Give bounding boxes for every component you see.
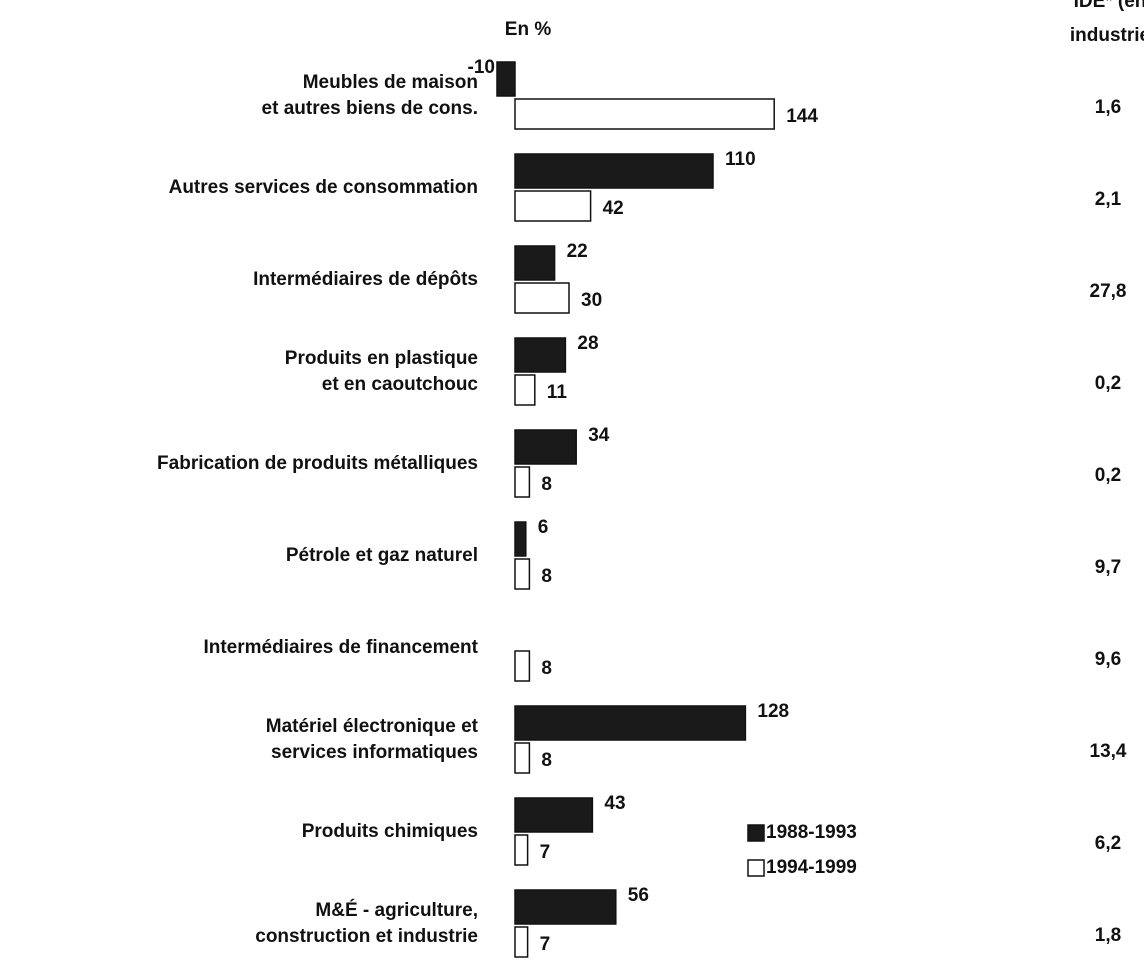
category-label: Intermédiaires de dépôts (253, 269, 478, 290)
bar (514, 889, 617, 925)
legend-swatch (747, 859, 765, 877)
category-label: Intermédiaires de financement (203, 637, 478, 658)
category-label: Produits chimiques (302, 821, 478, 842)
side-value: 13,4 (1090, 741, 1127, 762)
value-label: 8 (541, 658, 552, 679)
category-label: construction et industrie (255, 926, 478, 947)
side-value: 0,2 (1095, 373, 1121, 394)
value-label: 30 (581, 290, 602, 311)
bar (514, 705, 747, 741)
bar (514, 98, 775, 130)
side-value: 0,2 (1095, 465, 1121, 486)
side-value: 1,8 (1095, 925, 1121, 946)
bar (514, 282, 570, 314)
value-label: 6 (538, 517, 549, 538)
bar (514, 742, 531, 774)
subtitle: En % (505, 19, 552, 40)
category-label: Meubles de maison (303, 72, 478, 93)
value-label: 11 (547, 382, 568, 403)
side-value: 9,6 (1095, 649, 1121, 670)
category-label: et en caoutchouc (322, 374, 479, 395)
bar (514, 153, 714, 189)
bar (514, 374, 536, 406)
value-label: 144 (786, 106, 818, 127)
bar (514, 466, 531, 498)
category-label: Matériel électronique et (266, 716, 479, 737)
value-label: 110 (725, 149, 756, 170)
value-label: 128 (757, 701, 789, 722)
bar (514, 429, 577, 465)
value-label: 42 (603, 198, 624, 219)
category-label: Autres services de consommation (169, 177, 478, 198)
category-label: Fabrication de produits métalliques (157, 453, 478, 474)
category-label: Produits en plastique (285, 348, 478, 369)
side-header: industrie (1070, 25, 1144, 46)
value-label: 34 (588, 425, 610, 446)
bar (496, 61, 516, 97)
side-value: 6,2 (1095, 833, 1121, 854)
legend-swatch (747, 824, 765, 842)
value-label: 8 (541, 474, 552, 495)
bar (514, 797, 594, 833)
value-label: 22 (567, 241, 588, 262)
value-label: 56 (628, 885, 649, 906)
category-label: M&É - agriculture, (315, 899, 478, 921)
legend-label: 1994-1999 (766, 857, 857, 878)
value-label: 28 (577, 333, 598, 354)
value-label: 43 (604, 793, 625, 814)
value-label: 8 (541, 750, 552, 771)
bar (514, 926, 529, 958)
bar (514, 337, 567, 373)
value-label: 7 (540, 842, 551, 863)
bar (514, 521, 527, 557)
category-label: et autres biens de cons. (262, 98, 478, 119)
bar (514, 834, 529, 866)
side-header: IDE* (en (1074, 0, 1144, 12)
category-label: services informatiques (271, 742, 478, 763)
bar (514, 650, 531, 682)
side-value: 27,8 (1090, 281, 1127, 302)
side-value: 9,7 (1095, 557, 1121, 578)
value-label: 8 (541, 566, 552, 587)
value-label: 7 (540, 934, 551, 955)
side-value: 1,6 (1095, 97, 1121, 118)
bar (514, 558, 531, 590)
side-value: 2,1 (1095, 189, 1122, 210)
bar (514, 190, 592, 222)
legend-label: 1988-1993 (766, 822, 857, 843)
value-label: -10 (468, 57, 495, 78)
bar (514, 245, 556, 281)
category-label: Pétrole et gaz naturel (286, 545, 478, 566)
